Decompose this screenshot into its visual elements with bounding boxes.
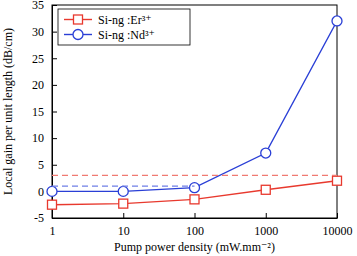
- tick-label: 5: [38, 158, 44, 172]
- series-line: [52, 181, 337, 205]
- tick-label: 10: [118, 224, 130, 238]
- tick: 100: [186, 213, 204, 238]
- tick-label: 10: [32, 131, 44, 145]
- legend-label: Si-ng :Er³⁺: [98, 13, 152, 27]
- tick-mark: [52, 112, 57, 113]
- legend-item: Si-ng :Nd³⁺: [64, 28, 155, 42]
- x-axis-title: Pump power density (mW.mm⁻²): [114, 240, 275, 254]
- tick-label: 100: [186, 224, 204, 238]
- tick-mark: [52, 165, 57, 166]
- reference-line: [52, 175, 337, 176]
- legend-marker: [73, 30, 83, 40]
- tick: 1000: [254, 213, 278, 238]
- tick-mark: [195, 213, 196, 218]
- point: [119, 199, 128, 208]
- point: [261, 185, 270, 194]
- tick-label: 1: [50, 224, 56, 238]
- y-axis-title: Local gain per unit length (dB/cm): [1, 28, 15, 195]
- tick: 5: [38, 158, 57, 172]
- legend-marker: [74, 15, 83, 24]
- tick-mark: [52, 32, 57, 33]
- point: [190, 183, 200, 193]
- tick-label: 15: [32, 105, 44, 119]
- tick-label: 20: [32, 78, 44, 92]
- point: [261, 148, 271, 158]
- point: [333, 176, 342, 185]
- frame: [52, 5, 337, 218]
- tick-mark: [123, 213, 124, 218]
- point: [332, 16, 342, 26]
- tick: 20: [32, 78, 57, 92]
- chart: 1 10 100 1000 10000 -5 0 5 10 15 20 25 30 35 Si-ng :Er…: [0, 0, 357, 256]
- tick: 10: [32, 131, 57, 145]
- point: [48, 200, 57, 209]
- tick-label: 1000: [254, 224, 278, 238]
- point: [190, 195, 199, 204]
- point: [118, 186, 128, 196]
- plot: 1 10 100 1000 10000 -5 0 5 10 15 20 25 30 35 Si-ng :Er…: [32, 0, 353, 238]
- tick-label: 10000: [323, 224, 353, 238]
- reference-line: [52, 185, 195, 186]
- point: [47, 186, 57, 196]
- tick: 35: [32, 0, 57, 12]
- tick-label: 25: [32, 52, 44, 66]
- legend-item: Si-ng :Er³⁺: [64, 13, 152, 27]
- legend-label: Si-ng :Nd³⁺: [98, 28, 155, 42]
- y-axis: -5 0 5 10 15 20 25 30 35: [32, 0, 57, 225]
- series-line: [52, 21, 337, 191]
- tick-mark: [52, 85, 57, 86]
- tick-mark: [52, 138, 57, 139]
- tick-mark: [52, 58, 57, 59]
- tick-label: 30: [32, 25, 44, 39]
- tick: 0: [38, 185, 57, 199]
- x-axis: 1 10 100 1000 10000: [50, 213, 353, 238]
- legend-box: [58, 9, 190, 45]
- tick: 15: [32, 105, 57, 119]
- tick-label: -5: [34, 211, 44, 225]
- tick: 10: [118, 213, 130, 238]
- tick: 30: [32, 25, 57, 39]
- tick-label: 35: [32, 0, 44, 12]
- legend: Si-ng :Er³⁺Si-ng :Nd³⁺: [58, 9, 190, 45]
- tick-label: 0: [38, 185, 44, 199]
- tick: 25: [32, 52, 57, 66]
- tick-mark: [266, 213, 267, 218]
